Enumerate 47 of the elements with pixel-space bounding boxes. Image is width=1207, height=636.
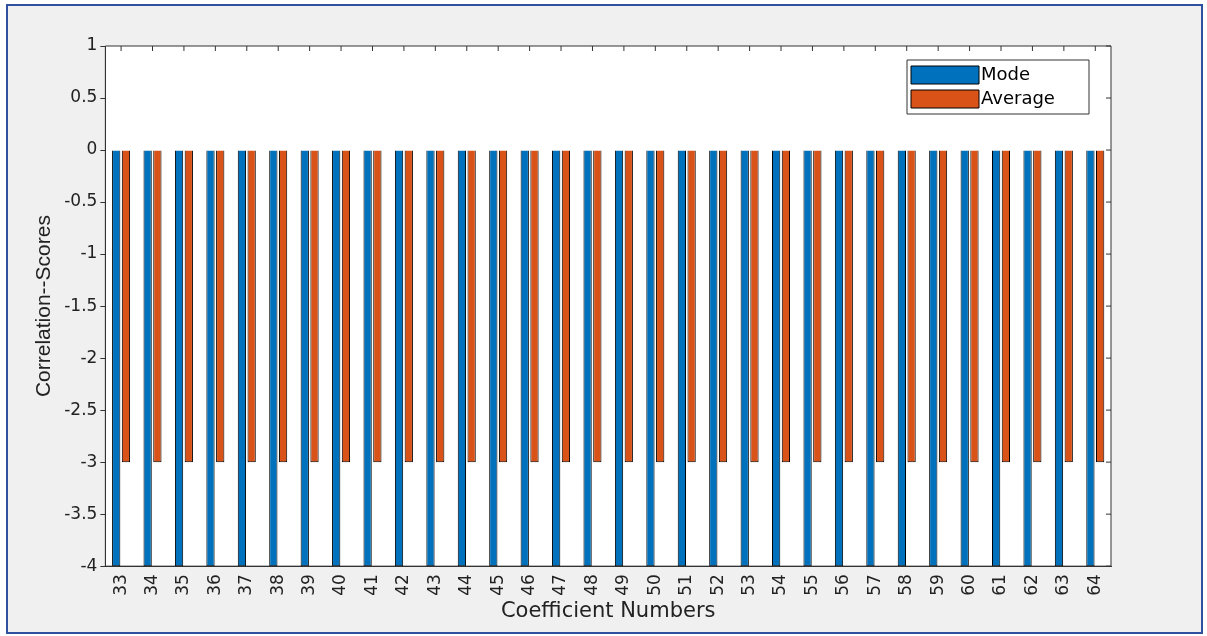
- y-tick-label: -2: [80, 346, 98, 367]
- x-tick-label: 57: [863, 574, 884, 596]
- x-tick-label: 53: [738, 574, 759, 596]
- x-tick-label: 49: [612, 574, 633, 596]
- x-tick-label: 34: [140, 574, 161, 596]
- x-tick-label: 64: [1083, 574, 1104, 596]
- x-tick-label: 63: [1052, 574, 1073, 596]
- x-tick-label: 42: [392, 574, 413, 596]
- y-tick-label: -1.5: [64, 294, 98, 315]
- x-tick-label: 33: [109, 574, 130, 596]
- y-tick-label: -2.5: [64, 398, 98, 419]
- x-tick-label: 50: [643, 574, 664, 596]
- x-axis-title: Coefficient Numbers: [500, 597, 716, 622]
- y-tick-label: 1: [86, 34, 98, 55]
- y-tick-label: -3.5: [64, 502, 98, 523]
- x-tick-label: 36: [203, 574, 224, 596]
- x-tick-label: 55: [800, 574, 821, 596]
- x-tick-label: 45: [486, 574, 507, 596]
- x-tick-label: 39: [298, 574, 319, 596]
- x-tick-label: 59: [926, 574, 947, 596]
- x-tick-label: 38: [266, 574, 287, 596]
- x-tick-label: 37: [235, 574, 256, 596]
- x-tick-label: 61: [989, 574, 1010, 596]
- y-tick-label: -3: [80, 450, 98, 471]
- x-tick-label: 40: [329, 574, 350, 596]
- x-tick-label: 58: [895, 574, 916, 596]
- legend-label: Mode: [981, 62, 1031, 84]
- y-tick-label: 0: [86, 138, 98, 159]
- x-tick-label: 48: [580, 574, 601, 596]
- y-tick-label: -1: [80, 242, 98, 263]
- x-tick-label: 56: [832, 574, 853, 596]
- y-axis-title: Correlation--Scores: [31, 215, 55, 398]
- x-tick-label: 35: [172, 574, 193, 596]
- x-tick-label: 62: [1020, 574, 1041, 596]
- x-tick-label: 60: [958, 574, 979, 596]
- x-tick-label: 41: [360, 574, 381, 596]
- y-tick-label: -4: [80, 554, 98, 575]
- x-tick-label: 44: [455, 574, 476, 596]
- x-tick-label: 51: [675, 574, 696, 596]
- x-tick-label: 46: [518, 574, 539, 596]
- x-tick-label: 52: [706, 574, 727, 596]
- x-tick-label: 47: [549, 574, 570, 596]
- legend-label: Average: [981, 86, 1055, 108]
- x-tick-label: 43: [423, 574, 444, 596]
- y-tick-label: 0.5: [70, 86, 98, 107]
- y-tick-label: -0.5: [64, 190, 98, 211]
- x-tick-label: 54: [769, 574, 790, 596]
